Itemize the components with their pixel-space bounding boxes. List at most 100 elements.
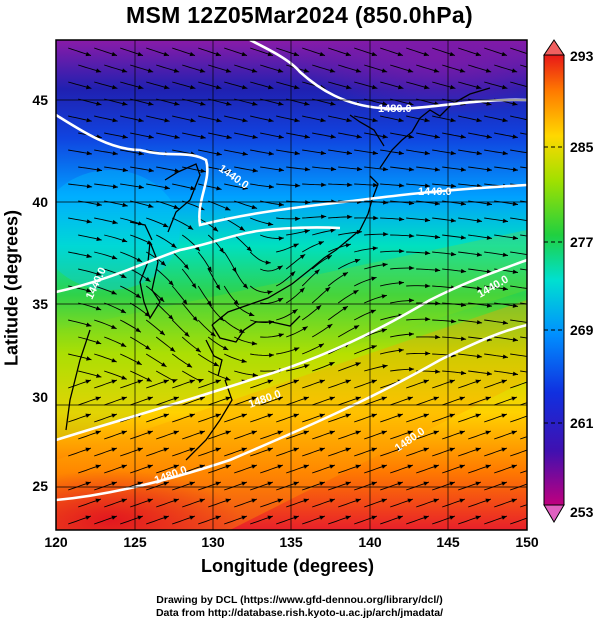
streamline-arrowhead bbox=[85, 515, 91, 520]
streamline-arrowhead bbox=[145, 345, 151, 350]
streamline-arrowhead bbox=[303, 464, 309, 469]
streamline-arrowhead bbox=[435, 334, 441, 340]
streamline-arrowhead bbox=[512, 235, 518, 240]
x-tick-label: 150 bbox=[515, 534, 539, 550]
streamline-arrowhead bbox=[148, 134, 154, 139]
streamline-arrowhead bbox=[200, 168, 206, 173]
streamline-arrowhead bbox=[85, 447, 91, 452]
streamline-arrowhead bbox=[371, 345, 377, 350]
streamline-arrowhead bbox=[501, 413, 507, 418]
streamline-arrowhead bbox=[199, 430, 205, 435]
streamline-arrowhead bbox=[304, 167, 311, 172]
streamline-arrowhead bbox=[171, 243, 177, 248]
streamline-arrowhead bbox=[329, 68, 336, 73]
streamline-arrowhead bbox=[486, 167, 492, 172]
streamline-arrowhead bbox=[423, 481, 429, 486]
streamline-arrowhead bbox=[433, 464, 439, 469]
streamline-arrowhead bbox=[174, 101, 180, 106]
streamline-arrowhead bbox=[138, 184, 144, 190]
streamline-arrowhead bbox=[538, 68, 543, 72]
streamline bbox=[510, 483, 527, 491]
streamline-arrowhead bbox=[111, 481, 117, 486]
streamline-arrowhead bbox=[303, 396, 309, 401]
streamline-arrowhead bbox=[278, 333, 284, 338]
streamline-arrowhead bbox=[451, 319, 457, 324]
streamline-arrowhead bbox=[399, 183, 405, 188]
streamline-arrowhead bbox=[278, 202, 284, 207]
streamline-arrowhead bbox=[486, 303, 492, 308]
streamline-arrowhead bbox=[459, 498, 465, 503]
streamline-arrowhead bbox=[267, 481, 273, 486]
streamline-arrowhead bbox=[159, 296, 165, 302]
streamline-arrowhead bbox=[345, 243, 351, 248]
streamline-arrowhead bbox=[174, 134, 180, 139]
streamline-arrowhead bbox=[122, 202, 128, 207]
streamline-arrowhead bbox=[190, 118, 196, 123]
streamline-arrowhead bbox=[277, 265, 283, 271]
streamline-arrowhead bbox=[319, 515, 325, 520]
streamline-arrowhead bbox=[475, 447, 481, 452]
streamline-arrowhead bbox=[278, 236, 284, 241]
streamline-arrowhead bbox=[475, 515, 481, 520]
streamline-arrowhead bbox=[450, 84, 456, 90]
streamline-arrowhead bbox=[294, 118, 300, 123]
streamline-arrowhead bbox=[252, 134, 258, 139]
streamline-arrowhead bbox=[381, 464, 387, 469]
streamline-arrowhead bbox=[353, 325, 360, 330]
streamline-arrowhead bbox=[147, 464, 153, 469]
streamline bbox=[510, 319, 527, 323]
streamline-arrowhead bbox=[173, 204, 179, 209]
streamline-arrowhead bbox=[476, 218, 482, 223]
streamline-arrowhead bbox=[121, 396, 127, 401]
streamline-arrowhead bbox=[111, 358, 117, 363]
streamline-arrowhead bbox=[241, 447, 247, 452]
streamline-arrowhead bbox=[329, 464, 335, 469]
streamline-arrowhead bbox=[502, 150, 508, 156]
streamline-arrowhead bbox=[216, 186, 222, 191]
streamline-arrowhead bbox=[382, 167, 389, 172]
streamline-arrowhead bbox=[216, 151, 222, 156]
streamline-arrowhead bbox=[355, 68, 362, 73]
streamline-arrowhead bbox=[241, 51, 247, 57]
streamline bbox=[510, 285, 527, 289]
streamline-arrowhead bbox=[136, 360, 142, 365]
streamline-arrowhead bbox=[381, 294, 387, 299]
streamline-arrowhead bbox=[527, 482, 533, 486]
streamline-arrowhead bbox=[302, 326, 308, 331]
streamline-arrowhead bbox=[222, 345, 229, 350]
streamline bbox=[520, 436, 527, 440]
streamline-arrowhead bbox=[111, 290, 117, 295]
streamline-arrowhead bbox=[407, 430, 413, 435]
streamline-arrowhead bbox=[529, 184, 534, 188]
streamline-arrowhead bbox=[295, 183, 301, 188]
streamline-arrowhead bbox=[486, 235, 492, 240]
streamline-arrowhead bbox=[397, 515, 403, 520]
streamline-arrowhead bbox=[528, 118, 533, 122]
streamline-arrowhead bbox=[330, 134, 336, 139]
streamline-arrowhead bbox=[225, 464, 231, 469]
streamline-arrowhead bbox=[164, 85, 170, 90]
y-tick-label: 25 bbox=[32, 478, 48, 494]
streamline-arrowhead bbox=[111, 379, 117, 384]
streamline bbox=[510, 115, 527, 121]
streamline-arrowhead bbox=[449, 481, 455, 486]
streamline-arrowhead bbox=[241, 413, 247, 418]
streamline-arrowhead bbox=[450, 251, 457, 257]
streamline-arrowhead bbox=[136, 257, 143, 262]
chart-title: MSM 12Z05Mar2024 (850.0hPa) bbox=[126, 2, 473, 28]
streamline-arrowhead bbox=[86, 253, 92, 258]
streamline-arrowhead bbox=[86, 118, 92, 123]
streamline-arrowhead bbox=[527, 414, 533, 418]
streamline-arrowhead bbox=[486, 101, 492, 106]
streamline-arrowhead bbox=[318, 343, 324, 348]
streamline-arrowhead bbox=[476, 252, 482, 257]
streamline-arrowhead bbox=[409, 298, 415, 303]
streamline bbox=[510, 381, 527, 389]
streamline-arrowhead bbox=[269, 353, 275, 358]
streamline-arrowhead bbox=[425, 317, 431, 322]
streamline-arrowhead bbox=[539, 372, 544, 376]
streamline-arrowhead bbox=[371, 481, 377, 486]
streamline-arrowhead bbox=[137, 51, 143, 57]
grid bbox=[56, 40, 527, 530]
streamline-arrowhead bbox=[329, 396, 335, 401]
